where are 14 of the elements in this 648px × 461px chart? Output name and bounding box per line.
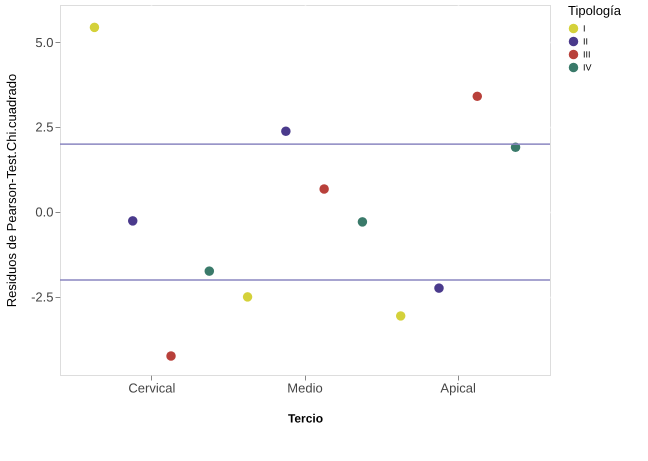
legend-title: Tipología [568,3,622,18]
legend-label: I [583,24,586,34]
x-tick-label: Apical [440,380,476,396]
x-axis-title: Tercio [288,412,324,426]
y-tick-label: 2.5 [35,120,54,135]
y-tick-label: -2.5 [31,289,54,304]
y-axis-title: Residuos de Pearson-Test.Chi.cuadrado [4,74,20,308]
x-tick-label: Medio [287,380,323,396]
legend-label: III [583,50,591,60]
y-tick-label: 5.0 [35,34,54,50]
legend-label: II [583,36,588,46]
x-tick-label: Cervical [128,380,176,396]
y-tick-label: 0.0 [35,204,54,220]
legend-label: IV [583,62,592,72]
